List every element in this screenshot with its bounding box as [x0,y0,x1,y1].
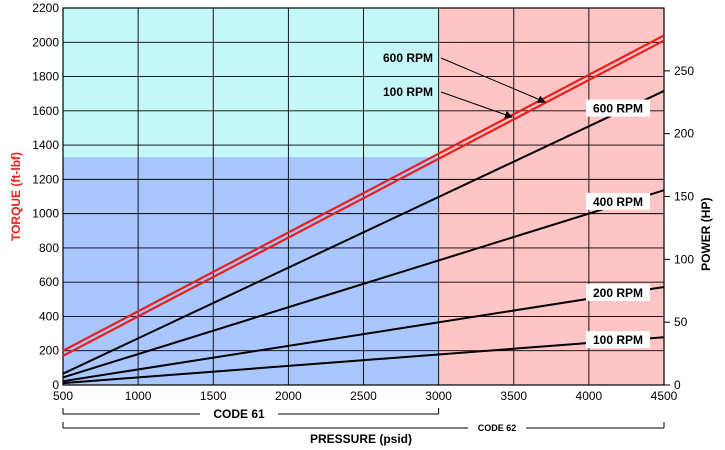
power-label-box [586,283,650,301]
code-61-label: CODE 61 [213,407,265,421]
x-tick-label: 4000 [576,389,603,403]
x-tick-label: 1000 [125,389,152,403]
x-tick-label: 4500 [651,389,678,403]
torque-line [62,39,665,357]
y-left-tick-label: 2200 [32,1,59,15]
torque-label-arrow [440,91,513,119]
y-left-tick-label: 2000 [32,35,59,49]
power-series-label: 200 RPM [593,286,643,300]
x-axis-label: PRESSURE (psid) [310,432,412,446]
series [62,34,665,385]
code-61-upper-band [63,8,439,158]
x-tick-label: 3500 [500,389,527,403]
torque-series-label: 600 RPM [383,51,433,65]
code-62-label: CODE 62 [478,423,517,433]
y-right-tick-label: 150 [674,190,694,204]
x-axis-ticks: 500 1000 1500 2000 2500 3000 3500 4000 4500 [53,389,678,403]
power-label-box [586,99,650,117]
power-label-box [586,331,650,349]
power-series-label: 400 RPM [593,195,643,209]
power-series-label: 100 RPM [593,333,643,347]
y-left-tick-label: 800 [39,241,59,255]
y-left-tick-label: 1600 [32,104,59,118]
power-line [62,285,665,383]
y-right-tick-label: 200 [674,127,694,141]
y-axis-left-ticks: 0 200 400 600 800 1000 1200 1400 1600 1800 2000 220… [32,1,59,392]
y-right-tick-label: 50 [674,315,688,329]
power-label-box [586,192,650,210]
torque-label-arrow [440,57,546,103]
torque-line [62,34,665,352]
y-left-tick-label: 600 [39,275,59,289]
y-left-tick-label: 1000 [32,207,59,221]
y-left-tick-label: 400 [39,309,59,323]
x-tick-label: 500 [53,389,73,403]
x-tick-label: 2500 [350,389,377,403]
y-axis-right-ticks: 0 50 100 150 200 250 [664,64,694,392]
y-left-tick-label: 200 [39,344,59,358]
x-tick-label: 3000 [425,389,452,403]
x-tick-label: 2000 [275,389,302,403]
y-right-tick-label: 100 [674,252,694,266]
y-left-tick-label: 1200 [32,172,59,186]
power-line [62,90,665,375]
pressure-range-brackets [62,408,665,429]
y-left-tick-label: 1400 [32,138,59,152]
y-left-tick-label: 0 [52,378,59,392]
torque-series-label: 100 RPM [383,85,433,99]
y-right-tick-label: 250 [674,64,694,78]
y-axis-left-label: TORQUE (ft-lbf) [9,152,23,241]
series-labels: 600 RPM 100 RPM 600 RPM 400 RPM 200 RPM 100 R… [383,51,650,349]
y-axis-right-label: POWER (HP) [699,198,713,271]
power-line [62,189,665,379]
power-series-label: 600 RPM [593,102,643,116]
y-left-tick-label: 1800 [32,70,59,84]
power-line [62,336,665,385]
y-right-tick-label: 0 [674,378,681,392]
x-tick-label: 1500 [200,389,227,403]
